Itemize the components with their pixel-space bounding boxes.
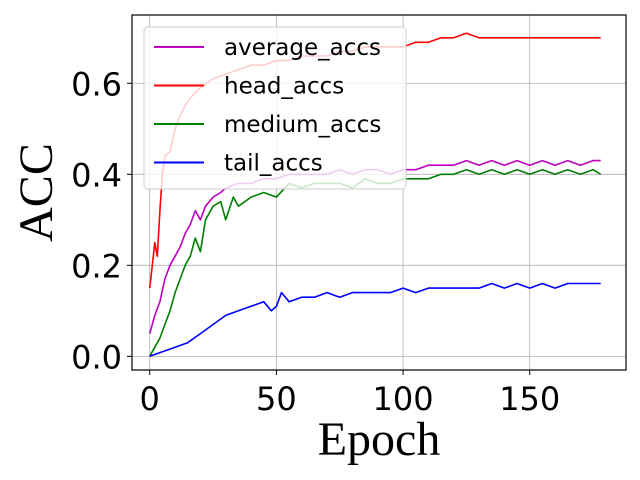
axis-ticks: 0 50 100 150 0.0 0.2 0.4 0.6 [71,65,560,418]
x-tick-label: 150 [499,380,560,418]
y-tick-label: 0.6 [71,65,122,103]
legend-label-head-accs: head_accs [224,74,344,100]
y-axis-label: ACC [10,143,63,242]
x-axis-label: Epoch [318,413,441,466]
x-tick-label: 50 [256,380,297,418]
x-tick-label: 100 [373,380,434,418]
plot-frame [131,14,627,371]
y-tick-label: 0.4 [71,156,122,194]
y-tick-label: 0.2 [71,247,122,285]
y-tick-label: 0.0 [71,338,122,376]
legend-label-medium-accs: medium_accs [224,112,381,138]
legend: average_accs head_accs medium_accs tail_acc… [143,26,407,190]
x-tick-label: 0 [140,380,160,418]
legend-label-tail-accs: tail_accs [224,151,323,177]
legend-box [143,26,407,190]
legend-label-average-accs: average_accs [224,35,381,61]
series-line-tail-accs [149,282,601,358]
series-line-medium-accs [149,168,602,357]
